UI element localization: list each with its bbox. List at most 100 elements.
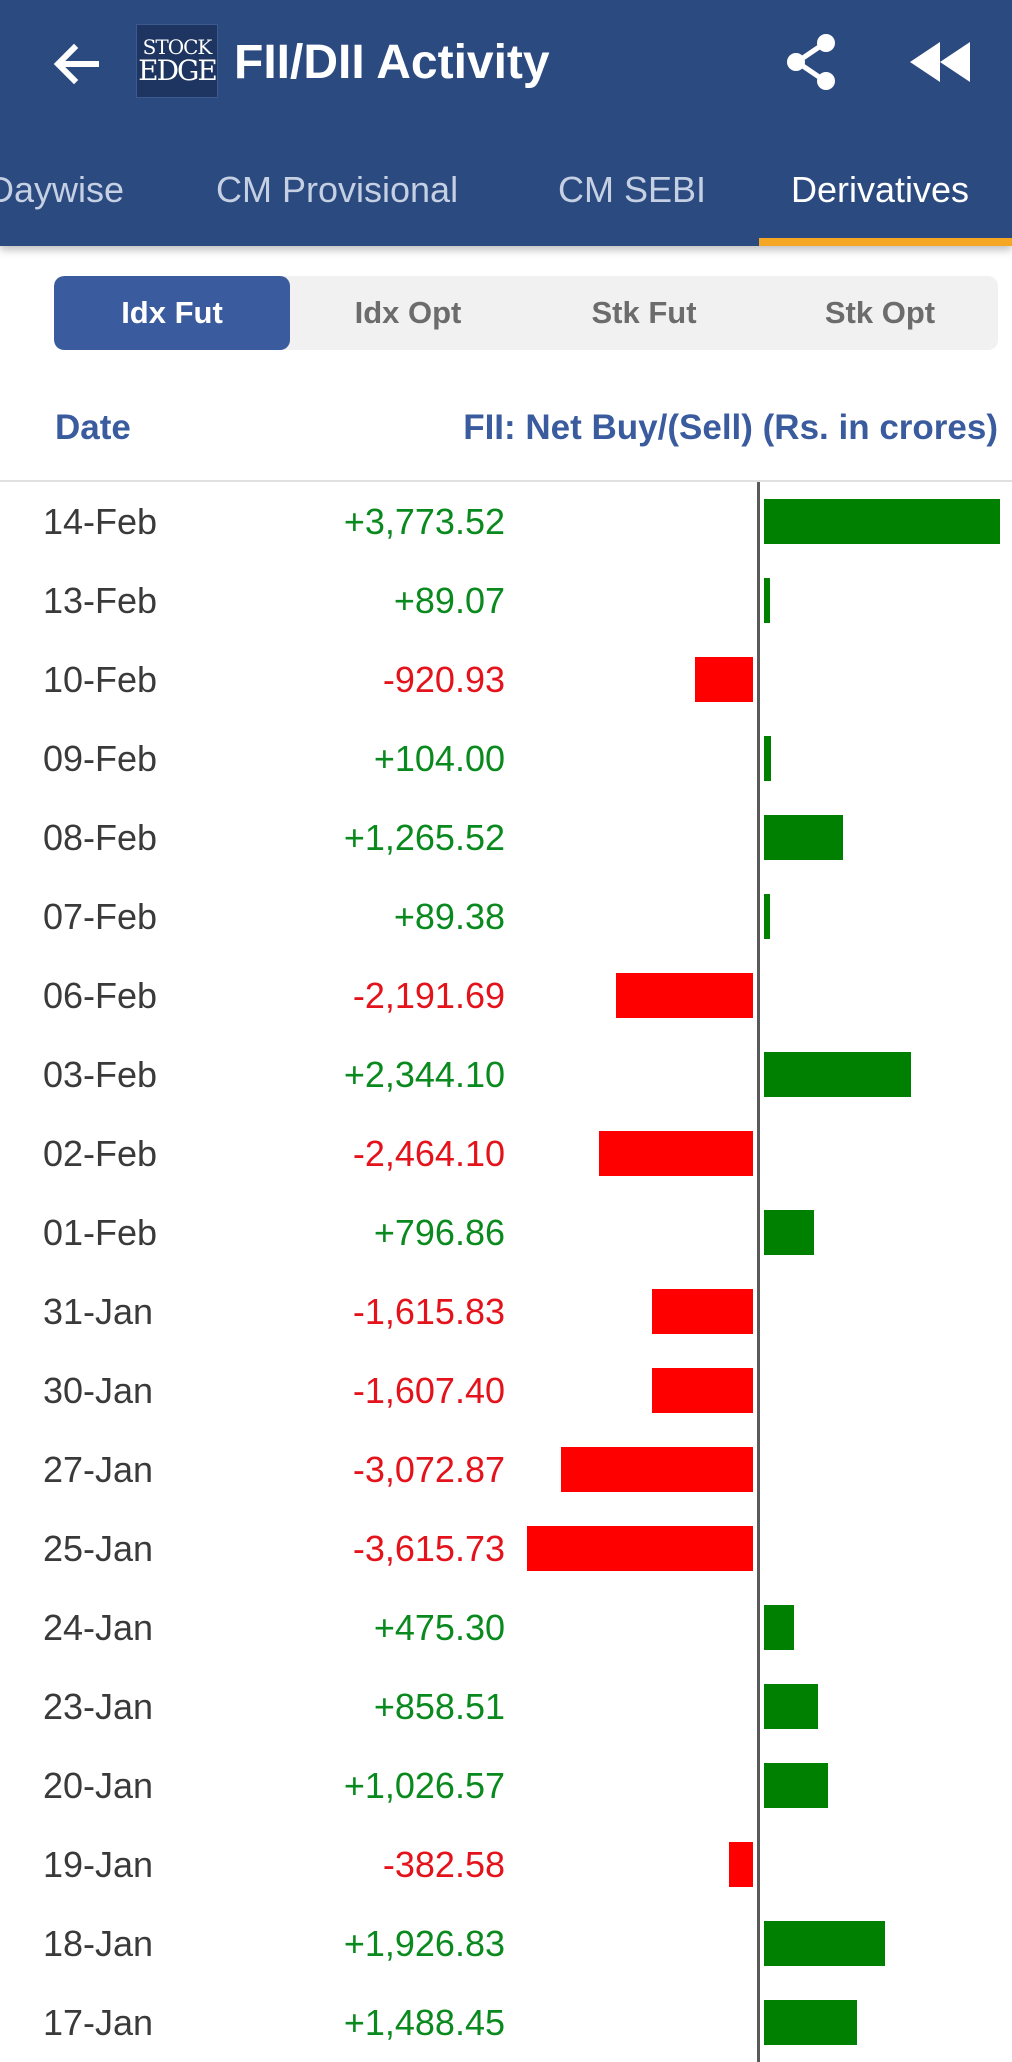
row-net-value: +89.07 (393, 580, 505, 621)
tab-derivatives[interactable]: Derivatives (791, 169, 970, 210)
net-buy-bar (764, 578, 770, 623)
arrow-left-icon (53, 43, 99, 85)
row-net-value: -382.58 (382, 1844, 505, 1885)
logo-line-2: EDGE (138, 54, 218, 87)
zero-axis-line (757, 719, 760, 798)
segment-stk-fut[interactable]: Stk Fut (591, 295, 697, 330)
row-net-value: -920.93 (382, 659, 505, 700)
row-date: 03-Feb (43, 1054, 158, 1095)
table-row: 10-Feb -920.93 (0, 640, 1012, 719)
row-bar-area (0, 1114, 1012, 1193)
row-bar-area (0, 956, 1012, 1035)
table-row: 02-Feb -2,464.10 (0, 1114, 1012, 1193)
row-bar-area (0, 798, 1012, 877)
net-buy-bar (764, 1052, 911, 1097)
zero-axis-line (757, 1588, 760, 1667)
row-bar-area (0, 1904, 1012, 1983)
row-bar-area (0, 1509, 1012, 1588)
rewind-button[interactable] (900, 26, 980, 98)
table-row: 09-Feb +104.00 (0, 719, 1012, 798)
zero-axis-line (757, 1193, 760, 1272)
tab-cm-sebi[interactable]: CM SEBI (558, 169, 707, 210)
logo-line-1: STOCK (142, 35, 213, 59)
net-buy-bar (764, 1605, 794, 1650)
table-row: 23-Jan +858.51 (0, 1667, 1012, 1746)
share-button[interactable] (776, 26, 848, 98)
net-sell-bar (652, 1289, 753, 1334)
row-date: 13-Feb (43, 580, 158, 621)
row-date: 31-Jan (43, 1291, 154, 1332)
net-buy-bar (764, 1210, 814, 1255)
net-buy-bar (764, 894, 770, 939)
net-buy-bar (764, 499, 1000, 544)
row-bar-area (0, 1035, 1012, 1114)
row-net-value: +1,026.57 (343, 1765, 505, 1806)
row-net-value: +89.38 (393, 896, 505, 937)
row-date: 09-Feb (43, 738, 158, 779)
zero-axis-line (757, 482, 760, 561)
table-row: 25-Jan -3,615.73 (0, 1509, 1012, 1588)
segment-idx-opt[interactable]: Idx Opt (354, 295, 462, 330)
share-icon (787, 34, 835, 90)
table-row: 07-Feb +89.38 (0, 877, 1012, 956)
row-date: 18-Jan (43, 1923, 154, 1964)
row-net-value: -1,615.83 (352, 1291, 505, 1332)
page-title: FII/DII Activity (234, 36, 550, 89)
table-row: 01-Feb +796.86 (0, 1193, 1012, 1272)
row-bar-area (0, 877, 1012, 956)
segment-idx-fut[interactable]: Idx Fut (54, 276, 290, 350)
row-net-value: -3,072.87 (352, 1449, 505, 1490)
row-net-value: +1,488.45 (343, 2002, 505, 2043)
zero-axis-line (757, 798, 760, 877)
zero-axis-line (757, 1272, 760, 1351)
row-bar-area (0, 1667, 1012, 1746)
net-buy-bar (764, 1763, 828, 1808)
table-row: 13-Feb +89.07 (0, 561, 1012, 640)
app-bar: STOCK EDGE FII/DII Activity Daywise CM P… (0, 0, 1012, 246)
row-net-value: -2,191.69 (352, 975, 505, 1016)
row-net-value: -2,464.10 (352, 1133, 505, 1174)
row-bar-area (0, 1272, 1012, 1351)
zero-axis-line (757, 1035, 760, 1114)
net-buy-bar (764, 2000, 857, 2045)
zero-axis-line (757, 1825, 760, 1904)
row-bar-area (0, 1588, 1012, 1667)
row-date: 20-Jan (43, 1765, 154, 1806)
net-sell-bar (729, 1842, 753, 1887)
zero-axis-line (757, 877, 760, 956)
tab-daywise[interactable]: Daywise (0, 169, 125, 210)
table-row: 14-Feb +3,773.52 (0, 482, 1012, 561)
zero-axis-line (757, 1509, 760, 1588)
zero-axis-line (757, 1983, 760, 2062)
row-bar-area (0, 719, 1012, 798)
net-sell-bar (599, 1131, 753, 1176)
row-date: 06-Feb (43, 975, 158, 1016)
row-date: 30-Jan (43, 1370, 154, 1411)
net-buy-bar (764, 1921, 885, 1966)
row-bar-area (0, 561, 1012, 640)
row-date: 10-Feb (43, 659, 158, 700)
zero-axis-line (757, 561, 760, 640)
table-row: 30-Jan -1,607.40 (0, 1351, 1012, 1430)
row-date: 23-Jan (43, 1686, 154, 1727)
row-net-value: +104.00 (373, 738, 505, 779)
tab-cm-provisional[interactable]: CM Provisional (216, 169, 459, 210)
row-bar-area (0, 482, 1012, 561)
fii-activity-list: 14-Feb +3,773.52 13-Feb +89.07 10-Feb -920.93… (0, 482, 1012, 2062)
zero-axis-line (757, 1430, 760, 1509)
row-net-value: +796.86 (373, 1212, 505, 1253)
row-bar-area (0, 640, 1012, 719)
back-button[interactable] (40, 28, 112, 100)
net-sell-bar (561, 1447, 753, 1492)
row-net-value: +858.51 (373, 1686, 505, 1727)
table-row: 18-Jan +1,926.83 (0, 1904, 1012, 1983)
net-buy-bar (764, 815, 843, 860)
row-net-value: +2,344.10 (343, 1054, 505, 1095)
segment-control: Idx Fut Idx Opt Stk Fut Stk Opt (54, 276, 998, 350)
net-buy-bar (764, 1684, 818, 1729)
table-row: 31-Jan -1,615.83 (0, 1272, 1012, 1351)
table-row: 03-Feb +2,344.10 (0, 1035, 1012, 1114)
segment-stk-opt[interactable]: Stk Opt (824, 295, 936, 330)
row-date: 24-Jan (43, 1607, 154, 1648)
table-row: 08-Feb +1,265.52 (0, 798, 1012, 877)
